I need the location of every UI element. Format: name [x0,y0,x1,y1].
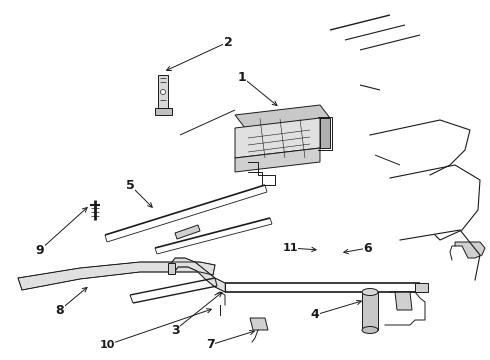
Polygon shape [170,258,225,292]
Text: 3: 3 [171,324,179,337]
Text: 11: 11 [282,243,298,253]
Text: 5: 5 [125,179,134,192]
Polygon shape [235,118,320,158]
Ellipse shape [362,327,378,333]
Ellipse shape [362,288,378,296]
Polygon shape [155,108,172,115]
Polygon shape [415,283,428,292]
Polygon shape [320,118,330,148]
Polygon shape [250,318,268,330]
Text: 7: 7 [206,338,215,351]
Polygon shape [175,225,200,239]
Polygon shape [18,262,215,290]
Text: 10: 10 [99,340,115,350]
Polygon shape [158,75,168,110]
Polygon shape [455,242,485,258]
Polygon shape [235,105,330,128]
Polygon shape [235,148,320,172]
Circle shape [161,90,166,95]
Text: 6: 6 [364,242,372,255]
Text: 8: 8 [56,303,64,316]
Text: 4: 4 [311,309,319,321]
Text: 9: 9 [36,243,44,257]
Text: 1: 1 [238,71,246,84]
Text: 2: 2 [223,36,232,49]
Polygon shape [168,263,175,274]
Polygon shape [395,292,412,310]
Polygon shape [362,292,378,330]
